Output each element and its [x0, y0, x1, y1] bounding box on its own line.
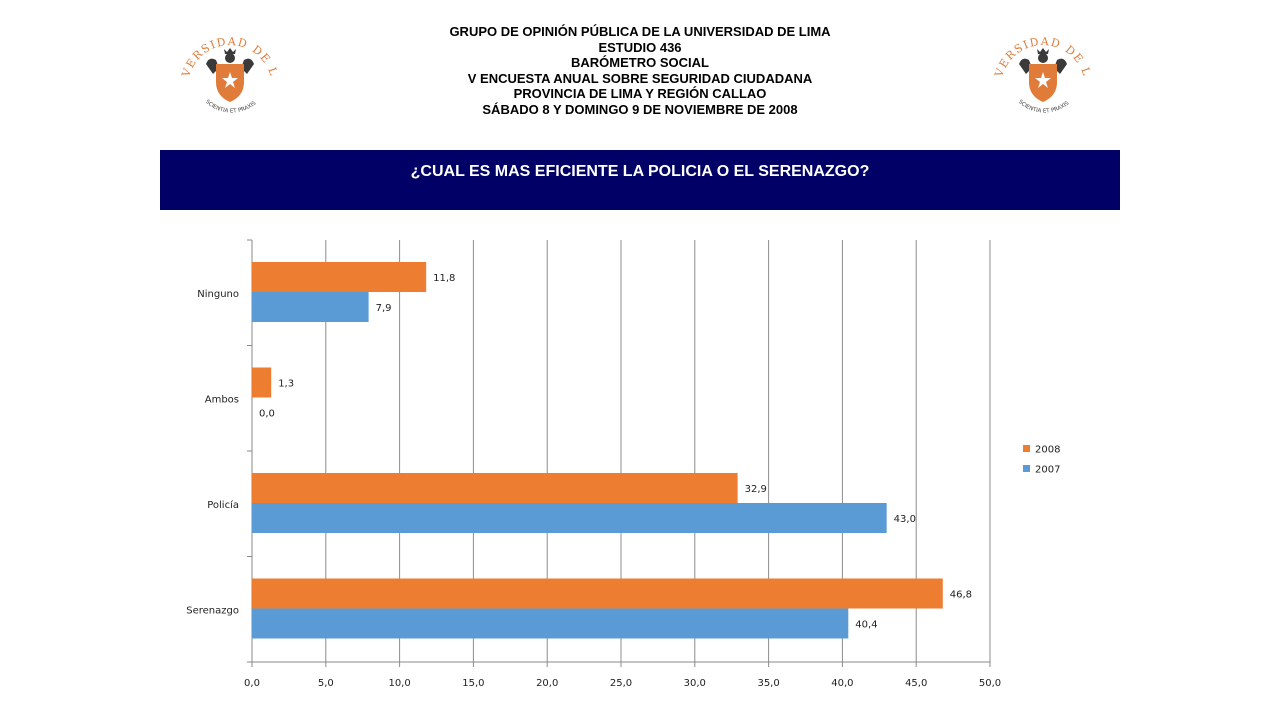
x-tick-label: 0,0 — [244, 678, 260, 689]
category-label: Serenazgo — [186, 605, 239, 616]
category-label: Ninguno — [197, 289, 239, 300]
data-label: 32,9 — [745, 484, 767, 495]
legend-swatch-2008 — [1023, 445, 1030, 452]
data-label: 11,8 — [433, 273, 455, 284]
header-line-barometer: BARÓMETRO SOCIAL — [571, 55, 709, 70]
data-label: 46,8 — [950, 590, 972, 601]
header-line-survey: V ENCUESTA ANUAL SOBRE SEGURIDAD CIUDADA… — [467, 70, 813, 86]
legend-swatch-2007 — [1023, 465, 1030, 472]
header-line-region: PROVINCIA DE LIMA Y REGIÓN CALLAO — [513, 86, 767, 101]
bar-2008 — [252, 367, 272, 398]
data-label: 43,0 — [894, 514, 916, 525]
x-tick-label: 25,0 — [610, 678, 632, 689]
x-tick-label: 5,0 — [318, 678, 334, 689]
universidad-de-lima-logo-right: UNIVERSIDAD DE LIMA SCIENTIA ET PRAXIS — [988, 16, 1092, 115]
bar-2007 — [252, 292, 369, 322]
header-line-study: ESTUDIO 436 — [598, 39, 682, 55]
legend-label: 2008 — [1035, 445, 1060, 456]
data-label: 1,3 — [278, 379, 294, 390]
survey-header: GRUPO DE OPINIÓN PÚBLICA DE LA UNIVERSID… — [350, 24, 930, 117]
bar-2008 — [252, 262, 427, 292]
bar-2007 — [252, 608, 849, 639]
question-title-band: ¿CUAL ES MAS EFICIENTE LA POLICIA O EL S… — [160, 150, 1120, 210]
x-tick-label: 15,0 — [462, 678, 484, 689]
bar-2008 — [252, 473, 738, 503]
x-tick-label: 40,0 — [831, 678, 853, 689]
legend-label: 2007 — [1035, 465, 1060, 476]
x-tick-label: 20,0 — [536, 678, 558, 689]
category-label: Ambos — [205, 394, 239, 405]
x-tick-label: 50,0 — [979, 678, 1001, 689]
data-label: 40,4 — [855, 620, 877, 631]
x-tick-label: 30,0 — [684, 678, 706, 689]
data-label: 7,9 — [376, 303, 392, 314]
question-title: ¿CUAL ES MAS EFICIENTE LA POLICIA O EL S… — [410, 163, 870, 180]
bar-2008 — [252, 578, 943, 609]
header-line-date: SÁBADO 8 Y DOMINGO 9 DE NOVIEMBRE DE 200… — [482, 101, 798, 117]
data-label: 0,0 — [259, 409, 275, 420]
universidad-de-lima-logo-left: UNIVERSIDAD DE LIMA SCIENTIA ET PRAXIS — [175, 16, 279, 115]
bar-2007 — [252, 503, 887, 533]
x-tick-label: 10,0 — [388, 678, 410, 689]
x-tick-label: 35,0 — [757, 678, 779, 689]
x-tick-label: 45,0 — [905, 678, 927, 689]
category-label: Policía — [207, 499, 239, 511]
header-line-institution: GRUPO DE OPINIÓN PÚBLICA DE LA UNIVERSID… — [449, 24, 831, 39]
